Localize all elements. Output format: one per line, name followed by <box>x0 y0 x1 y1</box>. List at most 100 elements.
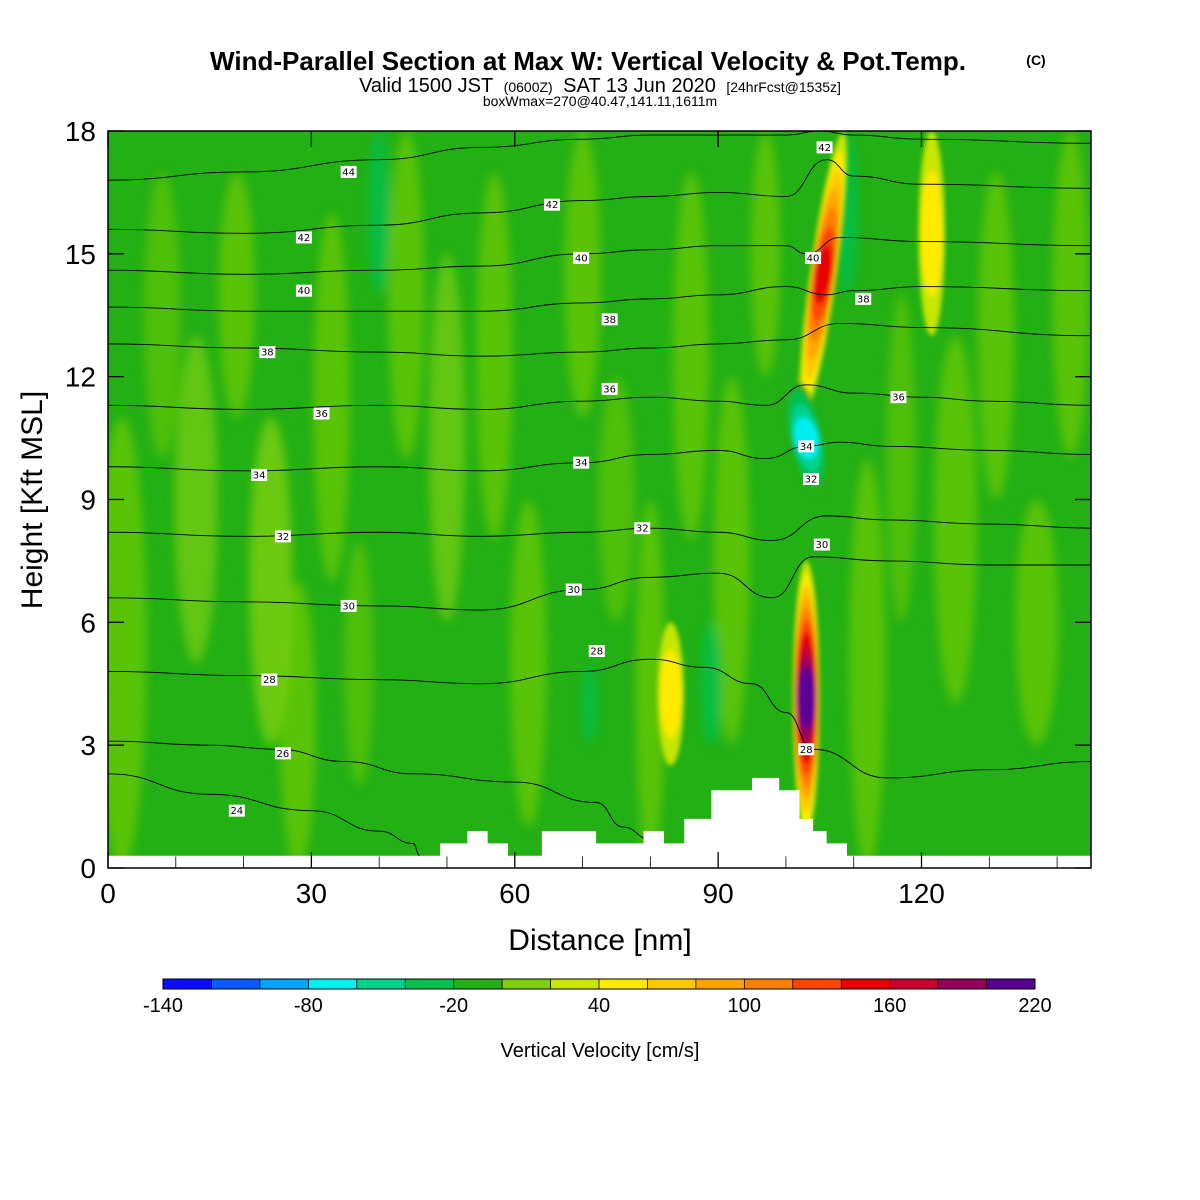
contour-label-background <box>565 583 582 596</box>
contour-label-background <box>634 522 651 535</box>
contour-label-background <box>228 804 245 817</box>
contour-label-background <box>274 530 291 543</box>
contour-label-background <box>813 538 830 551</box>
contour-label-background <box>251 468 268 481</box>
x-tick-label: 0 <box>100 878 116 909</box>
updraft-core <box>798 679 815 717</box>
colorbar-swatch <box>405 979 455 989</box>
colorbar-swatch <box>356 979 406 989</box>
colorbar-tick-label: -80 <box>294 995 323 1017</box>
theta-contour-label: 38 <box>259 346 276 359</box>
w-negative-patch <box>581 663 597 746</box>
contour-label-background <box>261 673 278 686</box>
w-positive-stripe <box>750 131 781 377</box>
contour-label-text: 36 <box>603 384 616 395</box>
contour-label-background <box>259 346 276 359</box>
y-tick-label: 3 <box>80 730 96 761</box>
contour-label-text: 40 <box>807 253 820 264</box>
theta-contour-label: 32 <box>634 522 651 535</box>
contour-label-background <box>601 382 618 395</box>
contour-label-text: 32 <box>636 524 649 535</box>
colorbar-swatch <box>841 979 891 989</box>
updraft-stripe <box>920 170 943 297</box>
theta-contour-label: 42 <box>816 141 833 154</box>
contour-label-background <box>798 743 815 756</box>
updraft-lobe <box>659 649 682 739</box>
theta-contour-label: 30 <box>813 538 830 551</box>
contour-label-text: 30 <box>567 585 580 596</box>
theta-contour-30 <box>108 556 1091 611</box>
w-positive-stripe <box>313 212 350 582</box>
contour-label-text: 30 <box>342 601 355 612</box>
theta-contour-38 <box>108 286 1091 312</box>
contour-label-background <box>295 231 312 244</box>
w-positive-stripe <box>886 294 916 623</box>
theta-contours <box>108 131 1091 857</box>
theta-contour-label: 40 <box>573 251 590 264</box>
colorbar-tick-label: 100 <box>728 995 761 1017</box>
y-tick-label: 6 <box>80 607 96 638</box>
valid-date: SAT 13 Jun 2020 <box>563 75 716 97</box>
w-positive-stripe <box>672 171 710 541</box>
colorbar-swatch <box>211 979 261 989</box>
colorbar-swatch <box>502 979 552 989</box>
valid-time-local: Valid 1500 JST <box>359 75 493 97</box>
valid-time-utc: (0600Z) <box>504 79 553 95</box>
contour-label-background <box>890 391 907 404</box>
contour-label-text: 38 <box>603 315 616 326</box>
x-tick-label: 90 <box>703 878 734 909</box>
w-negative-patch <box>700 622 723 746</box>
colorbar-frame <box>162 978 1036 990</box>
theta-contour-label: 44 <box>340 165 357 178</box>
contour-label-text: 42 <box>298 233 311 244</box>
w-positive-stripe <box>388 131 425 459</box>
w-positive-stripe <box>144 171 181 459</box>
colorbar-swatch <box>453 979 503 989</box>
contour-label-background <box>295 284 312 297</box>
contour-label-text: 32 <box>277 532 290 543</box>
contour-label-background <box>544 198 561 211</box>
contour-label-text: 32 <box>805 475 818 486</box>
contour-label-text: 44 <box>342 167 355 178</box>
y-tick-label: 15 <box>65 239 96 270</box>
w-positive-stripe <box>1015 499 1059 746</box>
w-positive-stripe <box>344 540 374 787</box>
terrain-profile <box>108 777 1091 868</box>
x-tick-label: 60 <box>499 878 530 909</box>
w-positive-stripe <box>977 171 1015 500</box>
y-tick-label: 0 <box>80 853 96 884</box>
w-negative-patch <box>368 131 390 295</box>
contour-label-background <box>803 473 820 486</box>
colorbar-swatch <box>550 979 600 989</box>
contour-label-background <box>313 407 330 420</box>
contour-label-text: 34 <box>800 442 813 453</box>
contour-label-text: 30 <box>815 540 828 551</box>
y-tick-label: 18 <box>65 116 96 147</box>
colorbar-swatch <box>986 979 1036 989</box>
colorbar-swatch <box>163 979 212 989</box>
contour-label-text: 28 <box>590 646 603 657</box>
x-tick-label: 30 <box>296 878 327 909</box>
w-positive-stripe <box>1052 131 1089 459</box>
contour-label-text: 34 <box>575 458 588 469</box>
theta-contour-label: 36 <box>601 382 618 395</box>
colorbar-tick-label: -140 <box>143 995 183 1017</box>
y-tick-label: 9 <box>80 485 96 516</box>
theta-contour-label: 38 <box>855 292 872 305</box>
colorbar-label: Vertical Velocity [cm/s] <box>501 1040 700 1062</box>
theta-contour-28 <box>108 658 1091 779</box>
theta-contour-24 <box>108 773 421 857</box>
theta-contour-label: 38 <box>601 313 618 326</box>
colorbar-tick-label: 220 <box>1018 995 1051 1017</box>
theta-contour-label: 40 <box>805 251 822 264</box>
y-tick-label: 12 <box>65 362 96 393</box>
box-wmax-info: boxWmax=270@40.47,141.11,1611m <box>483 93 717 109</box>
w-positive-stripe <box>635 499 666 868</box>
x-axis-label: Distance [nm] <box>508 924 691 957</box>
theta-contour-label: 36 <box>890 391 907 404</box>
theta-contour-34 <box>108 441 1091 472</box>
theta-contour-label: 34 <box>573 456 590 469</box>
theta-contour-label: 36 <box>313 407 330 420</box>
theta-contour-42 <box>108 159 1091 234</box>
